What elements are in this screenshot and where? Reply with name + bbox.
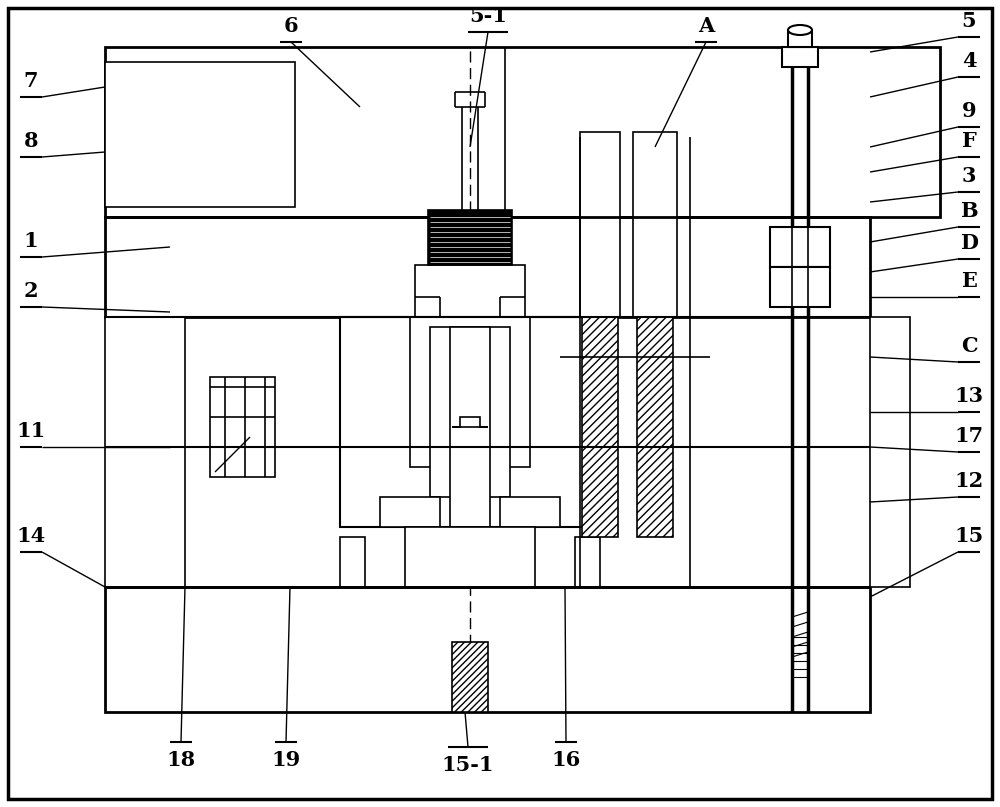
Text: 6: 6 — [284, 16, 298, 36]
Bar — [575, 537, 600, 587]
Bar — [580, 132, 620, 317]
Bar — [788, 32, 812, 47]
Bar — [430, 327, 510, 497]
Text: B: B — [960, 201, 978, 221]
Text: 11: 11 — [16, 421, 46, 441]
Bar — [500, 497, 560, 527]
Bar — [637, 317, 673, 537]
Polygon shape — [452, 417, 488, 427]
Text: 9: 9 — [962, 101, 976, 121]
Bar — [633, 132, 677, 317]
Bar — [870, 317, 910, 587]
Text: 19: 19 — [271, 750, 301, 770]
Bar — [450, 265, 490, 287]
Text: E: E — [961, 271, 977, 291]
Text: 14: 14 — [16, 526, 46, 546]
Text: 15: 15 — [954, 526, 984, 546]
Bar — [105, 587, 870, 712]
Ellipse shape — [788, 25, 812, 35]
Text: 16: 16 — [551, 750, 581, 770]
Bar — [770, 267, 830, 307]
Bar — [770, 227, 830, 267]
Text: C: C — [961, 336, 977, 356]
Text: 2: 2 — [24, 281, 38, 301]
Text: 12: 12 — [954, 471, 984, 491]
Text: 7: 7 — [24, 71, 38, 91]
Text: 15-1: 15-1 — [442, 755, 494, 775]
Bar — [458, 527, 482, 587]
Bar — [428, 210, 512, 265]
Bar — [380, 497, 440, 527]
Text: 4: 4 — [962, 51, 976, 71]
Bar — [450, 327, 490, 527]
Bar — [452, 642, 488, 712]
Text: D: D — [960, 233, 978, 253]
Bar — [105, 62, 295, 207]
Bar — [405, 527, 535, 587]
Text: 3: 3 — [962, 166, 976, 186]
Text: F: F — [962, 131, 976, 151]
Text: 1: 1 — [24, 231, 38, 251]
Text: 13: 13 — [954, 386, 984, 406]
Bar — [105, 217, 870, 317]
Text: 5-1: 5-1 — [469, 6, 507, 26]
Bar — [782, 47, 818, 67]
Bar — [415, 265, 525, 317]
Bar — [105, 47, 940, 217]
Text: A: A — [698, 16, 714, 36]
Text: 5: 5 — [962, 11, 976, 31]
Text: 18: 18 — [166, 750, 196, 770]
Bar — [210, 377, 275, 477]
Bar — [340, 317, 600, 527]
Text: 8: 8 — [24, 131, 38, 151]
Bar — [340, 537, 365, 587]
Text: 17: 17 — [954, 426, 984, 446]
Bar — [582, 317, 618, 537]
Bar — [105, 317, 185, 587]
Bar — [410, 317, 530, 467]
